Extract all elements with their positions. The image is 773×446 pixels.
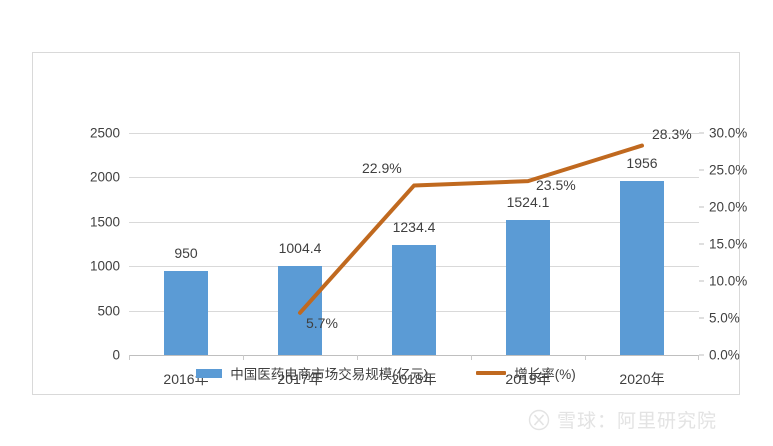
growth-rate-line-series (298, 143, 644, 315)
right-axis-tick-mark (699, 206, 704, 208)
right-axis-tick-mark (699, 280, 704, 282)
bar-value-label: 1004.4 (278, 239, 322, 256)
right-axis-tick-mark (699, 243, 704, 245)
chart-legend: 中国医药电商市场交易规模(亿元) 增长率(%) (33, 363, 739, 383)
growth-rate-polyline (298, 143, 644, 315)
right-axis-tick-mark (699, 354, 704, 356)
right-axis-tick-label: 5.0% (709, 310, 740, 326)
left-axis-tick-label: 1000 (89, 258, 120, 274)
gridline (129, 221, 699, 223)
category-tick-mark (698, 355, 699, 360)
right-axis-tick-label: 25.0% (709, 162, 748, 178)
category-tick-mark (129, 355, 130, 360)
bar[interactable] (392, 245, 436, 355)
category-tick-mark (357, 355, 358, 360)
bar-value-label: 1956 (626, 155, 658, 172)
plot-area: 0 500 1000 1500 2000 2500 0.0% 5.0% 10.0% 15.0% 2… (90, 126, 747, 388)
watermark-text: 雪球：阿里研究院 (557, 411, 718, 432)
legend-item-line-series[interactable]: 增长率(%) (476, 363, 576, 383)
bar-value-label: 1524.1 (506, 193, 550, 210)
right-axis-tick-mark (699, 132, 704, 134)
left-axis-tick-label: 500 (97, 303, 120, 319)
bar-value-label: 950 (174, 244, 198, 261)
left-axis-tick-label: 2000 (89, 169, 120, 185)
category-tick-label: 2020年 (619, 371, 665, 387)
line-value-label: 28.3% (652, 125, 692, 142)
bar[interactable] (620, 181, 664, 355)
gridline (129, 355, 699, 356)
category-tick-label: 2017年 (277, 371, 323, 387)
bar-swatch-icon (196, 368, 223, 378)
legend-label-bar-series: 中国医药电商市场交易规模(亿元) (230, 367, 429, 382)
right-axis-tick-label: 30.0% (709, 125, 748, 141)
line-value-label: 22.9% (362, 159, 402, 176)
legend-item-bar-series[interactable]: 中国医药电商市场交易规模(亿元) (196, 363, 428, 383)
category-tick-mark (585, 355, 586, 360)
category-tick-label: 2018年 (391, 371, 437, 387)
chart-container: 0 500 1000 1500 2000 2500 0.0% 5.0% 10.0% 15.0% 2… (32, 52, 747, 395)
line-value-label: 23.5% (536, 177, 576, 194)
right-axis-tick-label: 15.0% (709, 236, 748, 252)
right-axis-tick-mark (699, 317, 704, 319)
xueqiu-logo-icon (528, 409, 550, 430)
line-swatch-icon (476, 371, 507, 375)
category-tick-mark (243, 355, 244, 360)
left-axis-tick-label: 1500 (89, 214, 120, 230)
watermark: 雪球：阿里研究院 (528, 406, 717, 433)
gridline (129, 133, 699, 134)
bar-value-label: 1234.4 (392, 219, 436, 236)
category-tick-label: 2019年 (505, 371, 551, 387)
right-axis-tick-label: 10.0% (709, 273, 748, 289)
line-value-label: 5.7% (306, 314, 338, 331)
bar[interactable] (506, 219, 550, 355)
right-axis-tick-label: 0.0% (709, 347, 740, 363)
left-axis-tick-label: 2500 (89, 125, 120, 141)
bar[interactable] (164, 270, 208, 355)
category-tick-mark (471, 355, 472, 360)
gridline (129, 177, 699, 179)
legend-label-line-series: 增长率(%) (514, 367, 576, 382)
left-axis-tick-label: 0 (112, 347, 120, 363)
right-axis-tick-mark (699, 169, 704, 171)
right-axis-tick-label: 20.0% (709, 199, 748, 215)
